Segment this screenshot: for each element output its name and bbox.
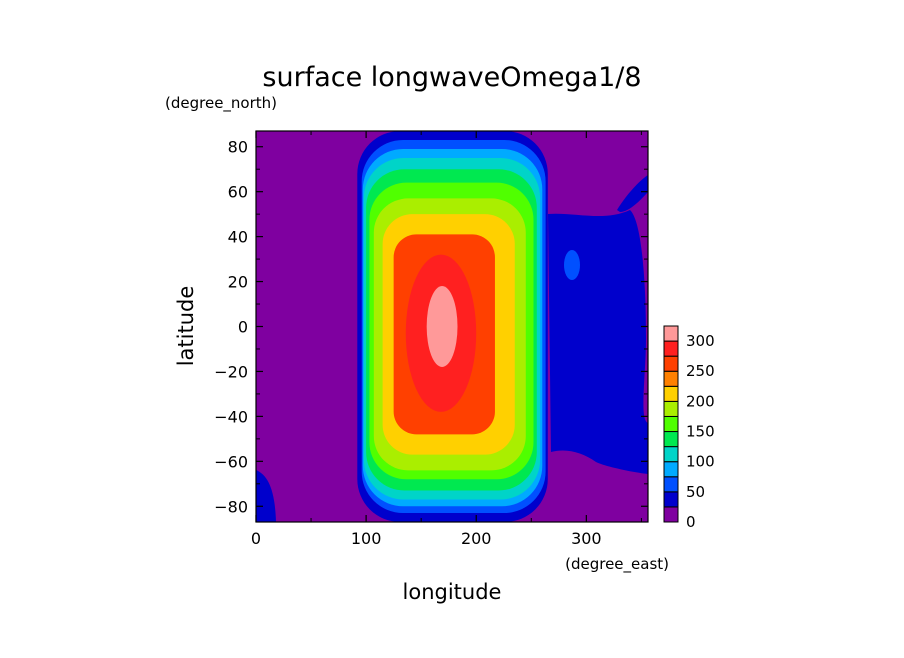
colorbar-label-300: 300 (686, 332, 715, 350)
colorbar-swatch-50 (663, 476, 679, 493)
y-tick-label-60: 60 (228, 183, 248, 202)
y-axis-label: latitude (174, 286, 198, 367)
y-tick-label--60: −60 (214, 452, 248, 471)
colorbar-label-0: 0 (686, 513, 696, 531)
y-tick-label-20: 20 (228, 273, 248, 292)
chart-title: surface longwaveOmega1/8 (262, 62, 641, 93)
colorbar-swatch-125 (663, 431, 679, 448)
colorbar-label-50: 50 (686, 483, 705, 501)
x-tick-label-0: 0 (251, 529, 261, 548)
y-axis-unit: (degree_north) (165, 94, 277, 113)
band-northeast-patch (617, 175, 648, 212)
band-southwest-patch (256, 470, 276, 522)
colorbar-swatch-225 (663, 370, 679, 387)
band-east-patch (548, 210, 648, 474)
colorbar-swatch-25 (663, 491, 679, 508)
y-tick-label--40: −40 (214, 407, 248, 426)
x-tick-label-300: 300 (571, 529, 602, 548)
x-tick-label-200: 200 (461, 529, 492, 548)
contour-band-275-300 (426, 286, 458, 367)
y-tick-label--20: −20 (214, 362, 248, 381)
colorbar: 0 50 100 150 200 250 300 (663, 325, 715, 531)
colorbar-label-200: 200 (686, 392, 715, 410)
colorbar-swatch-0 (663, 506, 679, 523)
x-tick-label-100: 100 (351, 529, 382, 548)
colorbar-swatch-75 (663, 461, 679, 478)
contour-bands (256, 131, 648, 522)
colorbar-swatch-150 (663, 415, 679, 433)
y-tick-label-0: 0 (238, 318, 248, 337)
band-east-spot (564, 250, 580, 280)
y-tick-label-40: 40 (228, 228, 248, 247)
plot-area (255, 130, 649, 523)
colorbar-swatch-175 (663, 400, 679, 417)
x-axis-label: longitude (403, 580, 502, 604)
colorbar-swatch-275 (663, 340, 679, 357)
colorbar-label-250: 250 (686, 362, 715, 380)
colorbar-swatch-300 (663, 325, 679, 342)
y-axis-ticks: −80 −60 −40 −20 0 20 40 60 80 (214, 138, 648, 516)
colorbar-label-100: 100 (686, 453, 715, 471)
colorbar-swatch-250 (663, 355, 679, 372)
colorbar-swatch-100 (663, 446, 679, 463)
y-tick-label-80: 80 (228, 138, 248, 157)
x-axis-unit: (degree_east) (565, 555, 669, 574)
y-tick-label--80: −80 (214, 497, 248, 516)
x-axis-ticks: 0 100 200 300 (251, 131, 642, 548)
colorbar-label-150: 150 (686, 423, 715, 441)
colorbar-swatch-200 (663, 385, 679, 402)
